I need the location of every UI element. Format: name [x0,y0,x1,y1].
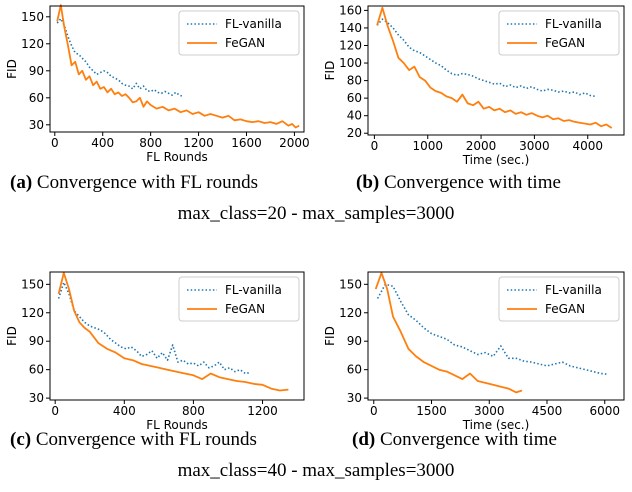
series-line-fl-vanilla [56,17,183,97]
legend-box [178,276,300,322]
y-tick-label: 30 [29,118,44,132]
caption-d: (d) Convergence with time [352,429,557,451]
caption-d-text: Convergence with time [375,429,557,450]
y-tick-label: 20 [347,126,362,140]
y-tick-label: 120 [21,306,44,320]
plot-frame [49,5,305,133]
series-line-fegan [374,271,523,394]
series-line-fegan [376,6,613,129]
series-line-fl-vanilla [57,281,251,375]
legend-label: FL-vanilla [225,283,282,297]
plot-frame [49,271,305,401]
series-line-fegan [56,4,300,129]
legend-box [498,276,620,322]
x-tick-label: 1200 [247,404,278,418]
y-tick-label: 120 [339,38,362,52]
x-tick-label: 400 [113,404,136,418]
x-tick-label: 2000 [466,139,497,153]
row-caption-2: max_class=40 - max_samples=3000 [177,460,455,481]
x-tick-label: 4000 [572,139,603,153]
caption-c-letter: (c) [10,429,32,450]
x-tick-label: 6000 [589,404,620,418]
plot-frame [367,5,625,136]
legend-label: FeGAN [545,302,585,316]
caption-a-letter: (a) [10,172,33,193]
y-tick-label: 100 [339,56,362,70]
caption-a: (a) Convergence with FL rounds [10,172,258,194]
x-tick-label: 800 [182,404,205,418]
x-tick-label: 0 [371,139,379,153]
legend-label: FL-vanilla [545,283,602,297]
x-tick-label: 2000 [279,136,310,150]
x-tick-label: 0 [370,404,378,418]
y-tick-label: 90 [347,334,362,348]
y-tick-label: 30 [347,391,362,405]
y-tick-label: 120 [21,37,44,51]
y-tick-label: 80 [347,74,362,88]
x-tick-label: 0 [51,404,59,418]
y-tick-label: 150 [21,10,44,24]
y-axis-label: FID [323,326,337,346]
x-tick-label: 0 [51,136,59,150]
y-tick-label: 30 [29,391,44,405]
caption-a-text: Convergence with FL rounds [32,172,259,193]
legend-label: FeGAN [225,36,265,50]
x-tick-label: 1000 [412,139,443,153]
legend-box [178,10,300,56]
caption-b-text: Convergence with time [379,172,561,193]
legend-label: FL-vanilla [225,17,282,31]
legend-label: FeGAN [225,302,265,316]
y-tick-label: 40 [347,109,362,123]
row-caption-1: max_class=20 - max_samples=3000 [177,203,455,224]
x-tick-label: 1200 [183,136,214,150]
y-tick-label: 160 [339,3,362,17]
x-tick-label: 3000 [519,139,550,153]
x-tick-label: 400 [91,136,114,150]
y-axis-label: FID [5,59,19,79]
series-line-fl-vanilla [376,18,596,98]
y-tick-label: 60 [29,363,44,377]
caption-b: (b) Convergence with time [356,172,561,194]
chart-time-40: 0 1500 3000 4500 6000 30 60 90 120 150 Time (sec.)… [323,271,625,432]
legend-box [498,10,620,56]
x-axis-label: Time (sec.) [462,153,530,167]
y-tick-label: 60 [347,91,362,105]
x-tick-label: 1500 [416,404,447,418]
plot-frame [367,271,625,401]
y-tick-label: 60 [29,91,44,105]
chart-time-20: 0 1000 2000 3000 4000 20 40 60 80 100 120 140 160 Tim… [323,3,625,167]
legend-label: FL-vanilla [545,17,602,31]
caption-c-text: Convergence with FL rounds [31,429,257,450]
x-tick-label: 3000 [474,404,505,418]
caption-d-letter: (d) [352,429,376,450]
y-tick-label: 140 [339,21,362,35]
x-axis-label: FL Rounds [146,418,208,432]
chart-fl-rounds-40: 0 400 800 1200 30 60 90 120 150 FL Rounds FID FL-va… [5,271,305,432]
x-axis-label: Time (sec.) [462,418,530,432]
x-tick-label: 4500 [532,404,563,418]
series-line-fegan [57,271,289,392]
y-tick-label: 120 [339,306,362,320]
y-axis-label: FID [5,326,19,346]
caption-c: (c) Convergence with FL rounds [10,429,257,451]
legend-label: FeGAN [545,36,585,50]
y-tick-label: 60 [347,363,362,377]
x-axis-label: FL Rounds [146,150,208,164]
y-tick-label: 150 [339,277,362,291]
y-tick-label: 90 [29,64,44,78]
x-tick-label: 800 [139,136,162,150]
y-tick-label: 150 [21,277,44,291]
y-tick-label: 90 [29,334,44,348]
caption-b-letter: (b) [356,172,380,193]
x-tick-label: 1600 [231,136,262,150]
chart-fl-rounds-20: 0 400 800 1200 1600 2000 30 60 90 120 150 FL Rounds… [5,4,310,164]
y-axis-label: FID [323,61,337,81]
series-line-fl-vanilla [376,283,609,376]
